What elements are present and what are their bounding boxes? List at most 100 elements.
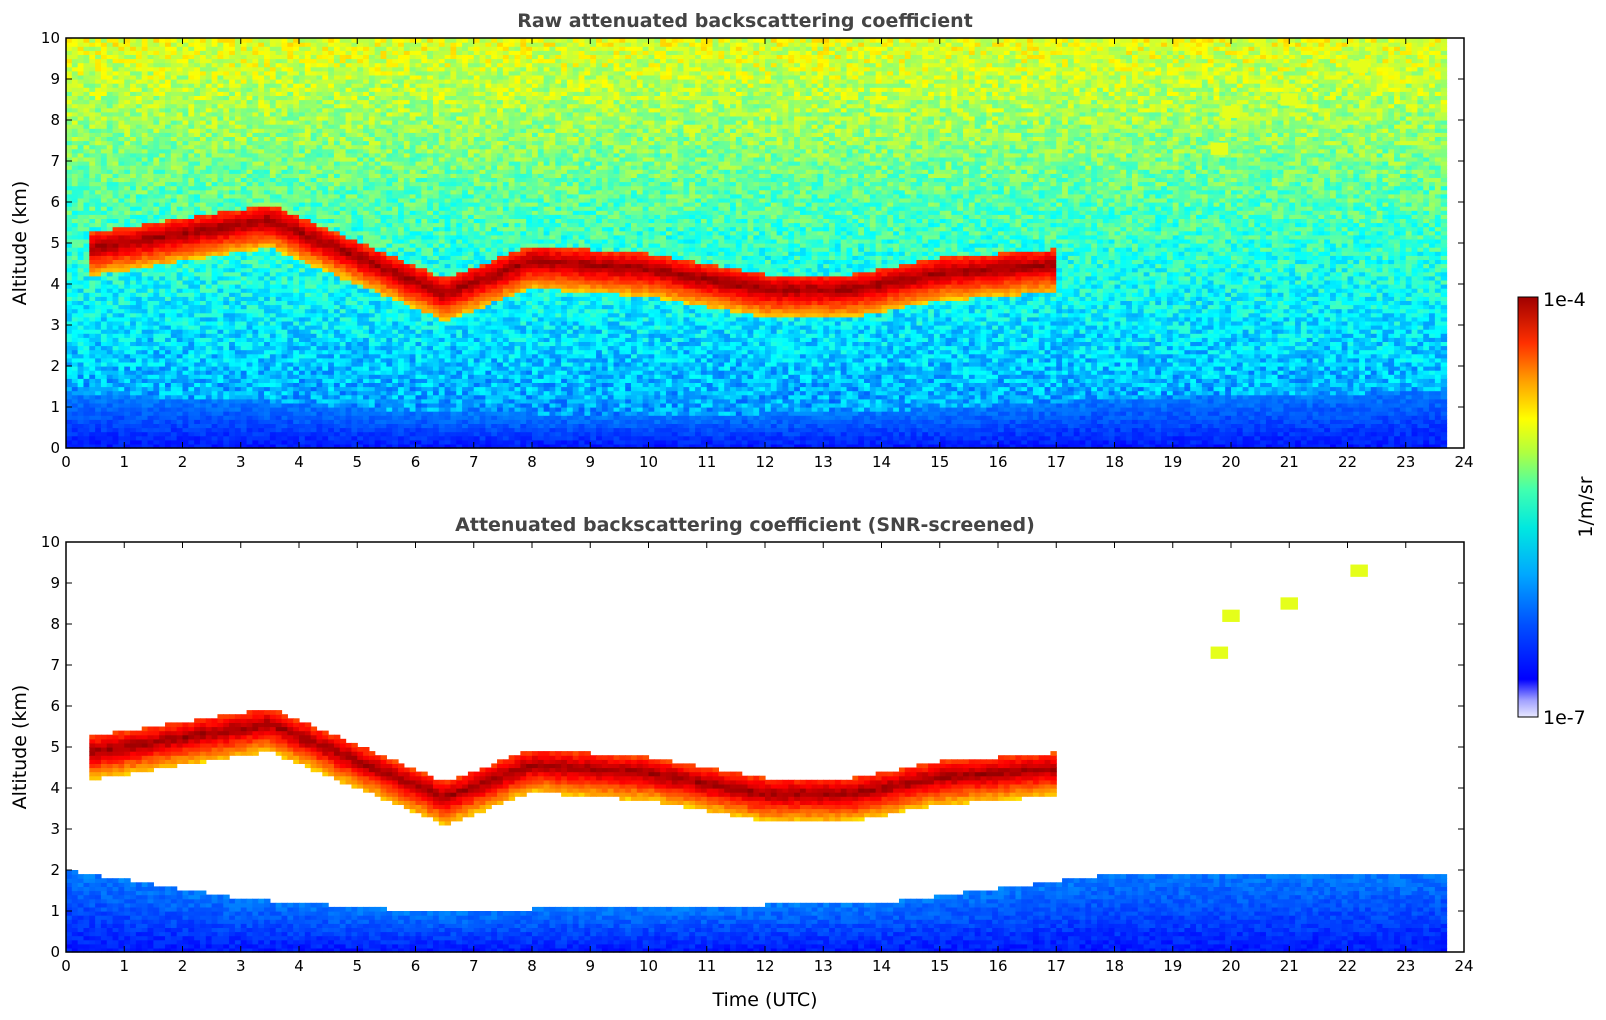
- heatmap-cell: [299, 309, 305, 314]
- heatmap-cell: [351, 120, 357, 125]
- heatmap-cell: [229, 321, 235, 326]
- heatmap-cell: [328, 87, 334, 92]
- heatmap-cell: [118, 272, 124, 277]
- heatmap-cell: [200, 292, 206, 297]
- heatmap-cell: [311, 300, 317, 305]
- heatmap-cell: [212, 432, 218, 437]
- heatmap-cell: [328, 153, 334, 158]
- heatmap-cell: [194, 128, 200, 133]
- heatmap-cell: [148, 50, 154, 55]
- heatmap-cell: [282, 272, 288, 277]
- heatmap-cell: [66, 190, 72, 195]
- heatmap-cell: [340, 59, 346, 64]
- heatmap-cell: [322, 411, 328, 416]
- heatmap-cell: [66, 87, 72, 92]
- heatmap-cell: [264, 300, 270, 305]
- heatmap-cell: [247, 305, 253, 310]
- heatmap-cell: [322, 67, 328, 72]
- heatmap-cell: [235, 243, 241, 248]
- heatmap-cell: [340, 50, 346, 55]
- heatmap-cell: [247, 190, 253, 195]
- heatmap-cell: [142, 436, 148, 441]
- heatmap-cell: [217, 190, 223, 195]
- heatmap-cell: [340, 173, 346, 178]
- heatmap-cell: [299, 284, 305, 289]
- heatmap-cell: [282, 251, 288, 256]
- heatmap-cell: [78, 321, 84, 326]
- heatmap-cell: [247, 223, 253, 228]
- heatmap-cell: [322, 227, 328, 232]
- heatmap-cell: [153, 329, 159, 334]
- heatmap-cell: [153, 59, 159, 64]
- heatmap-cell: [89, 218, 95, 223]
- heatmap-cell: [194, 63, 200, 68]
- heatmap-cell: [276, 198, 282, 203]
- heatmap-cell: [311, 243, 317, 248]
- heatmap-cell: [124, 399, 130, 404]
- heatmap-cell: [299, 124, 305, 129]
- heatmap-cell: [171, 358, 177, 363]
- heatmap-cell: [171, 317, 177, 322]
- heatmap-cell: [217, 153, 223, 158]
- heatmap-cell: [276, 280, 282, 285]
- heatmap-cell: [264, 161, 270, 166]
- heatmap-cell: [107, 329, 113, 334]
- heatmap-cell: [223, 161, 229, 166]
- heatmap-cell: [235, 305, 241, 310]
- heatmap-cell: [311, 268, 317, 273]
- heatmap-cell: [113, 153, 119, 158]
- heatmap-cell: [229, 161, 235, 166]
- heatmap-cell: [78, 116, 84, 121]
- heatmap-cell: [247, 296, 253, 301]
- heatmap-cell: [276, 411, 282, 416]
- heatmap-cell: [311, 75, 317, 80]
- heatmap-cell: [264, 403, 270, 408]
- heatmap-cell: [142, 177, 148, 182]
- heatmap-cell: [200, 104, 206, 109]
- heatmap-cell: [206, 440, 212, 445]
- heatmap-cell: [223, 374, 229, 379]
- heatmap-cell: [322, 231, 328, 236]
- heatmap-cell: [322, 341, 328, 346]
- heatmap-cell: [299, 378, 305, 383]
- heatmap-cell: [217, 419, 223, 424]
- heatmap-cell: [235, 395, 241, 400]
- heatmap-cell: [293, 382, 299, 387]
- heatmap-cell: [299, 223, 305, 228]
- heatmap-cell: [258, 436, 264, 441]
- heatmap-cell: [241, 141, 247, 146]
- heatmap-cell: [95, 341, 101, 346]
- heatmap-cell: [95, 378, 101, 383]
- heatmap-cell: [142, 169, 148, 174]
- heatmap-cell: [177, 321, 183, 326]
- heatmap-cell: [264, 243, 270, 248]
- heatmap-cell: [229, 440, 235, 445]
- heatmap-cell: [351, 403, 357, 408]
- heatmap-cell: [148, 79, 154, 84]
- heatmap-cell: [159, 149, 165, 154]
- heatmap-cell: [270, 268, 276, 273]
- heatmap-cell: [148, 46, 154, 51]
- heatmap-cell: [206, 358, 212, 363]
- heatmap-cell: [101, 235, 107, 240]
- heatmap-cell: [165, 346, 171, 351]
- heatmap-cell: [252, 317, 258, 322]
- heatmap-cell: [89, 403, 95, 408]
- heatmap-cell: [217, 382, 223, 387]
- heatmap-cell: [264, 182, 270, 187]
- heatmap-cell: [346, 296, 352, 301]
- heatmap-cell: [148, 391, 154, 396]
- heatmap-cell: [113, 54, 119, 59]
- heatmap-cell: [340, 136, 346, 141]
- heatmap-cell: [136, 399, 142, 404]
- heatmap-cell: [264, 378, 270, 383]
- heatmap-cell: [241, 190, 247, 195]
- heatmap-cell: [258, 67, 264, 72]
- heatmap-cell: [171, 136, 177, 141]
- heatmap-cell: [194, 132, 200, 137]
- heatmap-cell: [340, 415, 346, 420]
- heatmap-cell: [334, 214, 340, 219]
- heatmap-cell: [124, 59, 130, 64]
- heatmap-cell: [66, 288, 72, 293]
- heatmap-cell: [206, 223, 212, 228]
